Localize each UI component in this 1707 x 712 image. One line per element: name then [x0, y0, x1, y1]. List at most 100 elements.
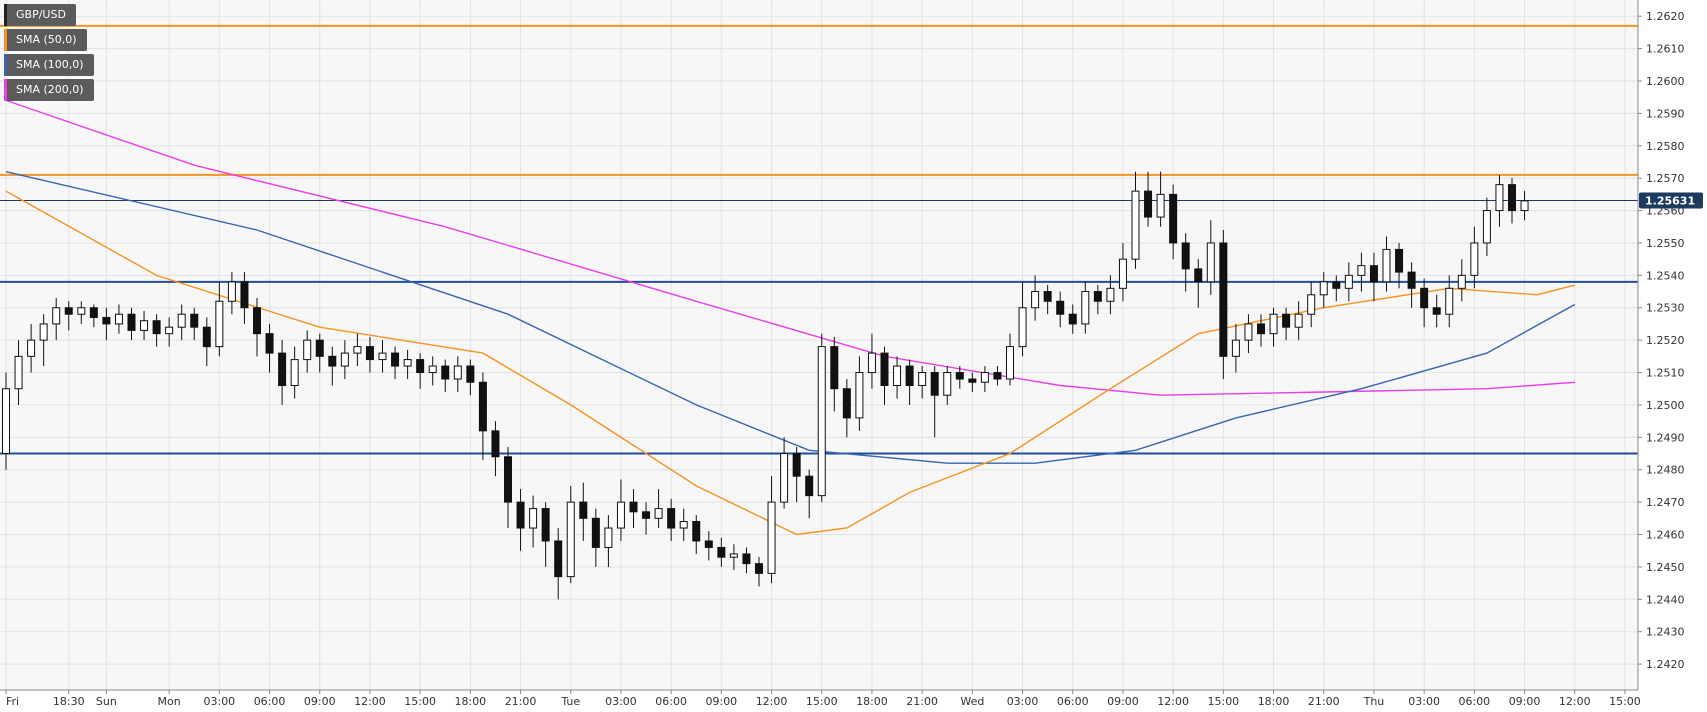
candle-bullish — [1006, 333, 1014, 386]
candle-bullish — [39, 314, 48, 367]
candle-body — [755, 563, 763, 574]
candle-bearish — [1056, 291, 1065, 328]
legend-label: SMA (50,0) — [16, 33, 77, 46]
candle-bullish — [529, 495, 538, 548]
candle-bearish — [704, 531, 713, 561]
x-tick-label: 09:00 — [1509, 695, 1541, 708]
candle-bullish — [1156, 171, 1165, 227]
legend-swatch — [4, 4, 7, 26]
candle-body — [1344, 274, 1353, 289]
candle-body — [1457, 274, 1466, 289]
candle-body — [165, 326, 174, 335]
candle-bearish — [554, 528, 563, 600]
candle-bullish — [867, 333, 876, 389]
candles — [2, 171, 1529, 600]
candle-bearish — [692, 515, 701, 554]
candle-bullish — [1081, 281, 1090, 334]
candle-body — [1319, 281, 1328, 296]
candle-body — [893, 365, 902, 386]
candle-body — [1056, 300, 1065, 315]
legend-item-gbpusd[interactable]: GBP/USD — [4, 4, 76, 26]
legend-item-sma200[interactable]: SMA (200,0) — [4, 79, 94, 101]
x-tick-label: 03:00 — [605, 695, 637, 708]
x-tick-label: Mon — [158, 695, 181, 708]
y-tick-label: 1.2510 — [1646, 367, 1685, 380]
x-tick-label: 21:00 — [1308, 695, 1340, 708]
candle-body — [767, 501, 776, 574]
y-tick-label: 1.2480 — [1646, 464, 1685, 477]
y-tick-label: 1.2530 — [1646, 302, 1685, 315]
candle-bearish — [579, 482, 588, 541]
candle-bearish — [504, 447, 512, 529]
candle-bearish — [152, 314, 161, 347]
candle-body — [1332, 281, 1341, 289]
candle-body — [880, 352, 889, 386]
candle-bullish — [1319, 272, 1328, 308]
candle-body — [365, 346, 374, 361]
x-tick-label: Sun — [96, 695, 117, 708]
candle-body — [1445, 287, 1454, 315]
candle-bullish — [1520, 191, 1529, 221]
candle-body — [1508, 184, 1516, 212]
candle-bullish — [943, 366, 952, 405]
candle-bullish — [616, 479, 625, 541]
candle-body — [1420, 287, 1429, 309]
y-tick-label: 1.2440 — [1646, 593, 1685, 606]
x-tick-label: 18:30 — [53, 695, 85, 708]
candle-body — [1043, 291, 1052, 302]
candle-body — [114, 313, 123, 325]
candle-body — [955, 372, 964, 380]
legend-item-sma50[interactable]: SMA (50,0) — [4, 29, 87, 51]
candle-bullish — [378, 340, 387, 373]
candle-body — [1169, 193, 1178, 244]
candle-bearish — [491, 421, 500, 477]
candle-bullish — [353, 333, 362, 367]
candle-body — [140, 320, 149, 331]
legend-item-sma100[interactable]: SMA (100,0) — [4, 54, 94, 76]
x-tick-label: 06:00 — [655, 695, 687, 708]
candle-body — [378, 352, 387, 361]
candle-bullish — [1244, 314, 1253, 354]
candle-body — [14, 355, 23, 390]
candle-body — [504, 456, 512, 503]
candle-body — [1006, 346, 1014, 380]
candle-bullish — [290, 346, 299, 399]
candle-body — [127, 313, 136, 331]
x-tick-label: 18:00 — [856, 695, 888, 708]
candle-bearish — [102, 307, 111, 341]
candle-body — [1031, 291, 1040, 309]
candle-body — [2, 388, 10, 455]
candle-body — [1068, 313, 1077, 325]
candle-body — [629, 501, 638, 513]
x-tick-label: 21:00 — [505, 695, 537, 708]
candle-bearish — [1282, 307, 1291, 341]
candle-bearish — [742, 547, 751, 574]
legend-swatch — [4, 29, 7, 51]
candle-body — [227, 281, 236, 302]
y-tick-label: 1.2600 — [1646, 75, 1685, 88]
x-tick-label: 15:00 — [1609, 695, 1641, 708]
y-tick-label: 1.2520 — [1646, 334, 1685, 347]
candle-body — [27, 339, 36, 357]
candle-body — [579, 501, 588, 519]
candle-body — [830, 346, 839, 390]
candle-body — [930, 372, 939, 396]
candle-body — [1470, 242, 1479, 276]
candle-bearish — [792, 447, 801, 503]
candle-bearish — [717, 537, 726, 567]
x-tick-label: 09:00 — [705, 695, 737, 708]
x-tick-label: 18:00 — [1258, 695, 1290, 708]
candle-bullish — [1131, 171, 1140, 269]
candle-bullish — [1031, 275, 1040, 321]
candle-bullish — [1269, 307, 1278, 347]
candle-body — [729, 553, 738, 558]
candle-bullish — [1457, 259, 1466, 302]
candle-body — [855, 372, 864, 419]
candle-body — [478, 381, 487, 432]
candle-body — [453, 365, 462, 380]
x-tick-label: 03:00 — [1408, 695, 1440, 708]
y-tick-label: 1.2430 — [1646, 626, 1685, 639]
candle-body — [980, 372, 989, 383]
candle-bearish — [642, 502, 651, 535]
